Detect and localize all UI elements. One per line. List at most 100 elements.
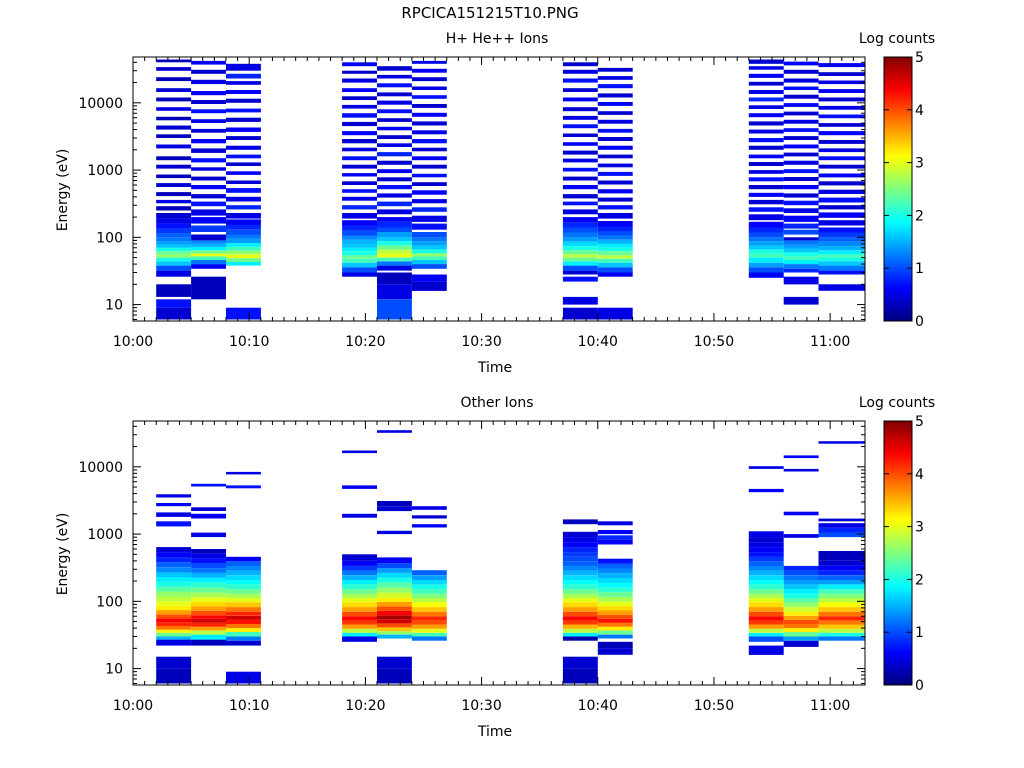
heatmap-cell [562,246,598,251]
heatmap-cell [191,597,226,602]
heatmap-cell [411,207,447,212]
heatmap-cell [818,607,865,612]
heatmap-cell [562,150,598,155]
heatmap-cell [562,270,598,275]
heatmap-cell [342,485,377,489]
panel-title: H+ He++ Ions [446,31,549,47]
heatmap-cell [597,582,633,588]
heatmap-cell [377,126,412,131]
heatmap-cell [562,584,598,590]
heatmap-cell [597,231,633,236]
heatmap-cell [562,185,598,190]
heatmap-cell [191,610,226,616]
heatmap-cell [411,253,447,257]
heatmap-cell [411,589,447,594]
heatmap-cell [748,66,784,70]
heatmap-cell [597,239,633,244]
heatmap-cell [562,254,598,258]
heatmap-cell [818,598,865,603]
heatmap-cell [597,530,633,535]
heatmap-cell [342,607,377,612]
heatmap-cell [342,62,377,67]
heatmap-cell [156,67,192,71]
heatmap-cell [191,626,226,631]
heatmap-cell [191,246,226,251]
heatmap-cell [226,561,261,566]
heatmap-cell [748,624,784,629]
heatmap-cell [156,88,192,92]
y-tick-label: 10 [105,298,123,314]
heatmap-cell [818,189,865,194]
x-tick-label: 10:40 [578,334,618,350]
heatmap-cell [191,592,226,598]
heatmap-cell [818,589,865,594]
heatmap-cell [156,223,192,229]
heatmap-cell [377,118,412,122]
heatmap-cell [783,229,819,235]
heatmap-cell [597,592,633,597]
heatmap-cell [411,616,447,621]
heatmap-cell [748,632,784,637]
colorbar-tick-label: 5 [915,414,924,430]
heatmap-cell [226,205,261,210]
heatmap-cell [377,563,412,569]
heatmap-cell [342,147,377,152]
heatmap-cell [748,227,784,233]
heatmap-cell [191,243,226,247]
heatmap-cell [748,241,784,246]
heatmap-cell [342,267,377,273]
heatmap-cell [226,63,261,71]
heatmap-cell [748,589,784,594]
y-axis-label: Energy (eV) [55,513,71,596]
heatmap-cell [411,60,447,64]
heatmap-cell [191,532,226,538]
heatmap-cell [156,247,192,252]
heatmap-cell [748,636,784,642]
heatmap-cell [342,258,377,263]
heatmap-cell [597,558,633,564]
heatmap-cell [562,265,598,271]
heatmap-cell [597,262,633,268]
heatmap-cell [783,78,819,83]
heatmap-cell [411,237,447,241]
heatmap-cell [748,593,784,599]
heatmap-cell [156,562,192,568]
heatmap-cell [342,593,377,599]
heatmap-cell [597,243,633,248]
heatmap-cell [748,90,784,94]
heatmap-cell [783,111,819,116]
heatmap-cell [562,237,598,242]
heatmap-cell [411,524,447,528]
colorbar-tick-label: 2 [915,208,924,224]
x-tick-label: 10:40 [578,698,618,714]
heatmap-cell [377,109,412,114]
heatmap-cell [191,634,226,640]
heatmap-cell [597,235,633,240]
heatmap-cell [783,511,819,516]
heatmap-cell [597,634,633,639]
heatmap-cell [342,235,377,240]
heatmap-cell [597,197,633,202]
x-axis: 10:00 10:10 10:20 10:30 10:40 10:50 11:00 [113,421,866,714]
heatmap-cell [226,246,261,251]
heatmap-cell [342,220,377,226]
heatmap-cell [377,597,412,602]
heatmap-cell [377,506,412,512]
heatmap-cell [562,217,598,223]
heatmap-cell [377,237,412,241]
heatmap-cell [191,630,226,635]
x-tick-label: 11:00 [810,334,850,350]
heatmap-cell [783,276,819,285]
heatmap-cell [377,606,412,611]
heatmap-cell [783,244,819,249]
heatmap-cell [783,69,819,74]
heatmap-cell [783,628,819,632]
heatmap-cell [748,531,784,538]
heatmap-cell [562,176,598,181]
heatmap-cell [191,622,226,627]
heatmap-cell [748,154,784,159]
heatmap-cell [783,240,819,245]
heatmap-cell [562,556,598,562]
heatmap-cell [226,224,261,230]
